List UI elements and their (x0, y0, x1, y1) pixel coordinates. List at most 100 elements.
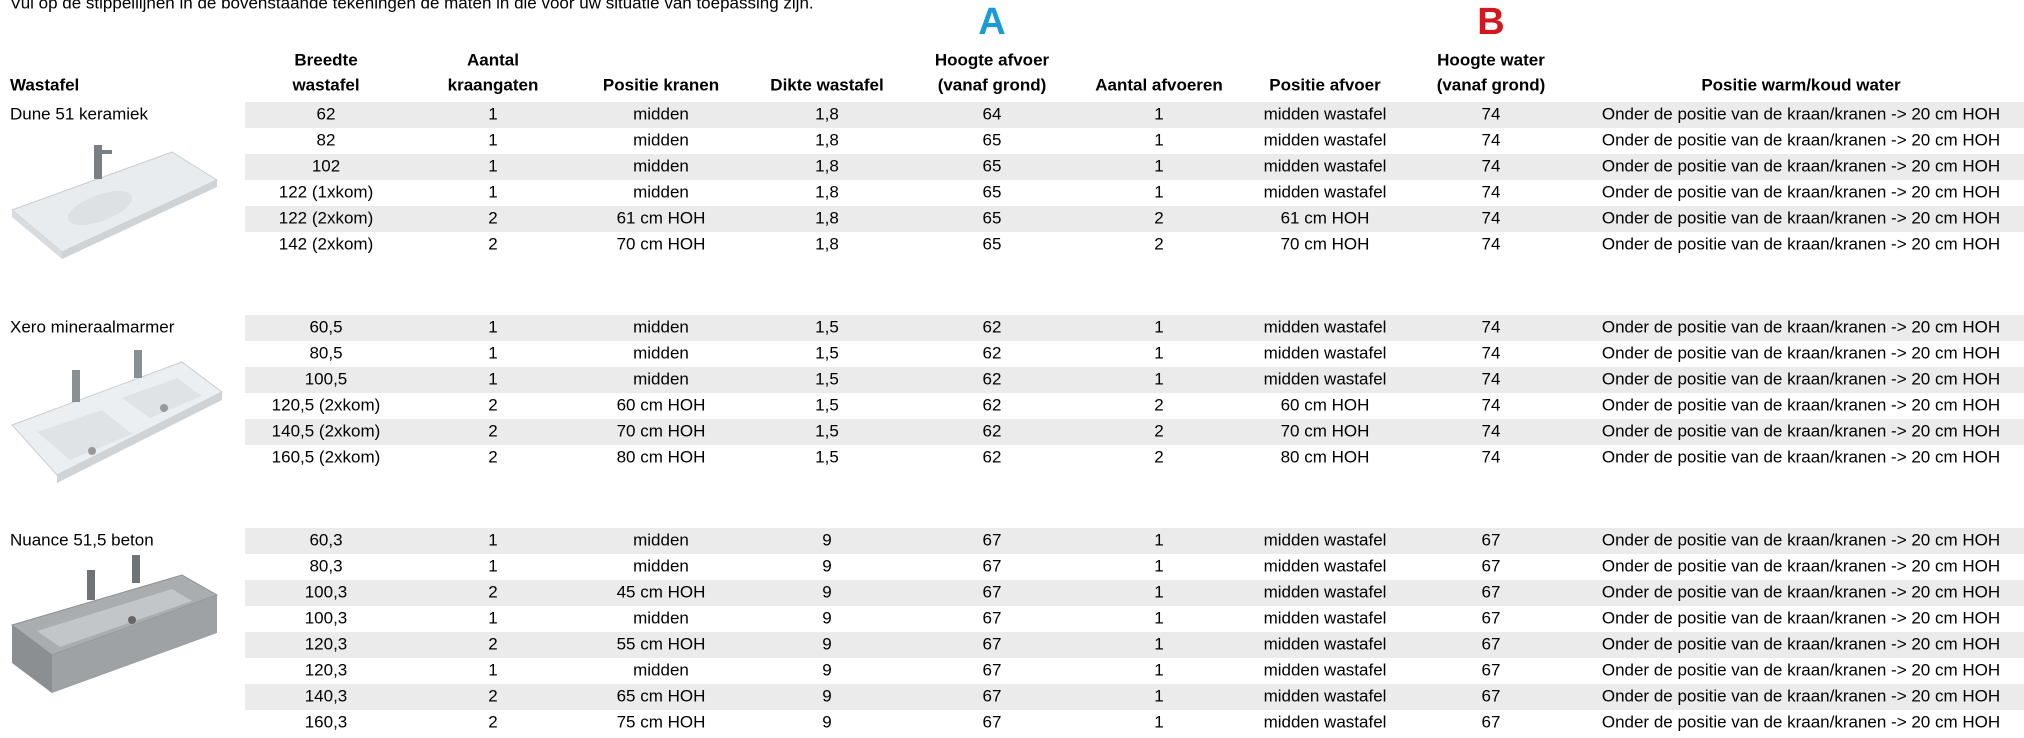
table-cell: 1 (1154, 130, 1163, 149)
table-cell: 1 (488, 182, 497, 201)
table-cell: midden (633, 608, 689, 627)
table-cell: midden wastafel (1264, 130, 1387, 149)
table-cell: midden (633, 556, 689, 575)
table-cell: 1,5 (815, 343, 839, 362)
table-cell: 9 (822, 712, 831, 731)
table-cell: 1,8 (815, 156, 839, 175)
table-cell: 1 (1154, 686, 1163, 705)
table-cell: 1 (488, 317, 497, 336)
table-cell: 65 (983, 182, 1002, 201)
table-cell: midden wastafel (1264, 182, 1387, 201)
table-cell: Onder de positie van de kraan/kranen -> … (1602, 317, 2000, 336)
table-cell: 9 (822, 634, 831, 653)
table-cell: 140,5 (2xkom) (272, 421, 381, 440)
table-cell: 67 (983, 634, 1002, 653)
table-cell: 2 (488, 234, 497, 253)
table-cell: 75 cm HOH (617, 712, 706, 731)
column-header: (vanaf grond) (1437, 75, 1546, 94)
table-cell: midden wastafel (1264, 156, 1387, 175)
sink-image (11, 350, 223, 483)
table-cell: 67 (983, 582, 1002, 601)
table-cell: 1 (1154, 582, 1163, 601)
table-cell: 1,8 (815, 182, 839, 201)
table-cell: 62 (983, 447, 1002, 466)
table-cell: 80 cm HOH (1281, 447, 1370, 466)
table-cell: 1 (1154, 634, 1163, 653)
table-cell: 1 (1154, 104, 1163, 123)
table-cell: 70 cm HOH (617, 421, 706, 440)
table-cell: 80 cm HOH (617, 447, 706, 466)
sink-image (11, 145, 219, 259)
table-cell: 74 (1482, 234, 1501, 253)
group-name: Dune 51 keramiek (10, 104, 148, 123)
table-cell: 122 (2xkom) (279, 208, 373, 227)
table-cell: midden (633, 156, 689, 175)
table-cell: 60 cm HOH (617, 395, 706, 414)
table-cell: Onder de positie van de kraan/kranen -> … (1602, 343, 2000, 362)
table-cell: 67 (983, 660, 1002, 679)
table-cell: 62 (983, 395, 1002, 414)
table-cell: 120,3 (305, 634, 348, 653)
table-cell: 9 (822, 660, 831, 679)
table-cell: midden wastafel (1264, 686, 1387, 705)
column-header: (vanaf grond) (938, 75, 1047, 94)
table-cell: 2 (488, 634, 497, 653)
table-cell: 9 (822, 608, 831, 627)
table-cell: 100,5 (305, 369, 348, 388)
table-cell: 74 (1482, 369, 1501, 388)
column-header: kraangaten (448, 75, 539, 94)
table-cell: 74 (1482, 104, 1501, 123)
table-cell: 61 cm HOH (617, 208, 706, 227)
table-cell: 67 (1482, 530, 1501, 549)
table-cell: midden (633, 317, 689, 336)
table-cell: 1,8 (815, 208, 839, 227)
table-cell: 120,5 (2xkom) (272, 395, 381, 414)
table-cell: 67 (1482, 686, 1501, 705)
table-cell: 2 (1154, 395, 1163, 414)
table-cell: 2 (488, 395, 497, 414)
table-cell: 1 (488, 130, 497, 149)
table-cell: Onder de positie van de kraan/kranen -> … (1602, 530, 2000, 549)
column-header: Breedte (294, 50, 357, 69)
row-band (245, 528, 2024, 554)
table-cell: 65 (983, 130, 1002, 149)
table-cell: 9 (822, 556, 831, 575)
table-cell: 1,5 (815, 317, 839, 336)
table-cell: 1,8 (815, 130, 839, 149)
row-band (245, 419, 2024, 445)
table-cell: 2 (1154, 447, 1163, 466)
row-band (245, 580, 2024, 606)
table-cell: 62 (983, 369, 1002, 388)
table-cell: 67 (983, 686, 1002, 705)
group-name: Xero mineraalmarmer (10, 317, 175, 336)
table-cell: midden (633, 130, 689, 149)
table-cell: 1 (488, 660, 497, 679)
table-cell: 1,5 (815, 369, 839, 388)
column-header: Positie warm/koud water (1701, 75, 1901, 94)
table-cell: 2 (488, 582, 497, 601)
table-cell: 67 (983, 712, 1002, 731)
table-cell: 1,5 (815, 447, 839, 466)
table-cell: 1 (488, 530, 497, 549)
table-cell: 1 (1154, 556, 1163, 575)
table-cell: 122 (1xkom) (279, 182, 373, 201)
table-cell: 120,3 (305, 660, 348, 679)
table-cell: 45 cm HOH (617, 582, 706, 601)
table-cell: midden wastafel (1264, 369, 1387, 388)
table-cell: 2 (488, 421, 497, 440)
table-cell: 60,3 (309, 530, 342, 549)
table-cell: 70 cm HOH (1281, 234, 1370, 253)
table-cell: 9 (822, 530, 831, 549)
table-cell: midden wastafel (1264, 556, 1387, 575)
table-cell: Onder de positie van de kraan/kranen -> … (1602, 208, 2000, 227)
table-cell: 2 (1154, 421, 1163, 440)
table-cell: midden wastafel (1264, 712, 1387, 731)
table-cell: 62 (983, 317, 1002, 336)
table-cell: 100,3 (305, 582, 348, 601)
table-cell: 62 (983, 343, 1002, 362)
table-cell: Onder de positie van de kraan/kranen -> … (1602, 369, 2000, 388)
table-cell: 160,3 (305, 712, 348, 731)
table-cell: 70 cm HOH (617, 234, 706, 253)
table-cell: Onder de positie van de kraan/kranen -> … (1602, 421, 2000, 440)
table-cell: 74 (1482, 182, 1501, 201)
